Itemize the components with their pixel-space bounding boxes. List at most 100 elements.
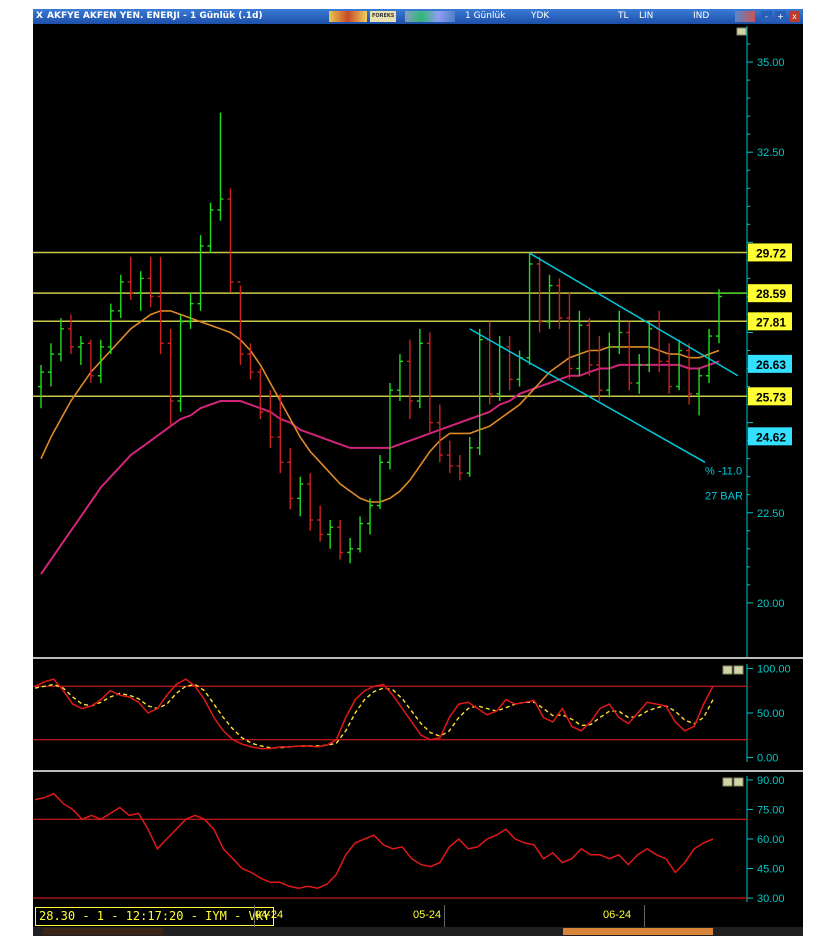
channel-upper	[529, 252, 739, 377]
ohlc-bar	[157, 256, 164, 355]
currency-selector[interactable]: TL	[618, 11, 629, 21]
ohlc-bar	[436, 404, 443, 463]
title-bar: X AKFYE AKFEN YEN. ENERJI - 1 Günlük (.1…	[33, 9, 803, 24]
price-level-label: 25.73	[756, 390, 786, 404]
period-selector[interactable]: 1 Günlük	[465, 11, 506, 21]
ohlc-bar	[137, 271, 144, 311]
ohlc-bar	[57, 318, 64, 362]
panel-settings-icon	[722, 777, 733, 787]
osc-y-tick-label: 45.00	[757, 864, 785, 876]
price-level-label: 24.62	[756, 430, 786, 444]
ohlc-bar	[227, 188, 234, 293]
ohlc-bar	[367, 498, 374, 535]
osc-y-tick-label: 75.00	[757, 804, 785, 816]
ohlc-bar	[576, 310, 583, 376]
ohlc-bar	[466, 437, 473, 477]
tools-icon[interactable]	[735, 11, 755, 22]
panel-close-icon	[733, 777, 744, 787]
scrollbar-thumb[interactable]	[563, 928, 713, 935]
foreks-badge[interactable]: FOREKS	[370, 11, 397, 22]
price-panel: 20.00 22.50 32.50 35.00 29.72 28.59 27.81 26.63…	[33, 26, 803, 772]
toolbar-icons[interactable]	[329, 11, 367, 22]
ohlc-bar	[486, 321, 493, 405]
channel-percent: % -11.0	[705, 466, 742, 478]
price-level-label: 27.81	[756, 315, 786, 329]
ma-slow-line	[40, 360, 720, 575]
osc-y-tick-label: 0.00	[757, 753, 778, 765]
y-tick-label: 35.00	[757, 57, 785, 69]
ohlc-bar	[616, 310, 623, 355]
ohlc-bar	[207, 202, 214, 254]
panel-settings-icon	[722, 665, 733, 675]
ohlc-bar	[127, 256, 134, 301]
close-icon[interactable]: X	[36, 11, 43, 21]
ohlc-bar	[606, 332, 613, 398]
panel-handle-icon	[736, 27, 747, 36]
price-level-label: 26.63	[756, 358, 786, 372]
y-tick-label: 22.50	[757, 508, 785, 520]
scrollbar-track-marker	[43, 928, 163, 935]
ohlc-bar	[386, 382, 393, 470]
osc-y-tick-label: 60.00	[757, 834, 785, 846]
price-level-label: 29.72	[756, 246, 786, 260]
chart-area[interactable]: 20.00 22.50 32.50 35.00 29.72 28.59 27.81 26.63…	[33, 24, 803, 905]
ohlc-bar	[596, 336, 603, 401]
channel-bar-count: 27 BAR	[705, 491, 743, 503]
ohlc-bar	[147, 256, 154, 308]
y-tick-label: 20.00	[757, 598, 785, 610]
ohlc-bar	[297, 476, 304, 517]
price-level-box	[748, 387, 792, 406]
ohlc-bar	[257, 368, 264, 420]
ohlc-bar	[117, 274, 124, 319]
close-button[interactable]: x	[789, 11, 800, 22]
horizontal-scrollbar[interactable]	[33, 927, 803, 936]
scale-selector[interactable]: LIN	[639, 11, 654, 21]
ohlc-bar	[87, 339, 94, 383]
ohlc-bar	[566, 292, 573, 380]
mode-selector[interactable]: IND	[693, 11, 710, 21]
ohlc-bar	[287, 447, 294, 510]
drawing-tools-icon[interactable]	[405, 11, 455, 22]
price-level-box	[748, 243, 792, 262]
minimize-button[interactable]: -	[761, 11, 772, 22]
ohlc-bar	[556, 278, 563, 329]
ohlc-bar	[656, 310, 663, 373]
ohlc-bar	[446, 440, 453, 474]
osc-y-tick-label: 90.00	[757, 775, 785, 787]
ohlc-bar	[337, 519, 344, 560]
ohlc-bar	[406, 339, 413, 420]
x-tick-label: 04-24	[255, 909, 284, 921]
ohlc-bar	[38, 364, 44, 409]
ohlc-bar	[456, 455, 463, 481]
window-title: AKFYE AKFEN YEN. ENERJI - 1 Günlük (.1d)	[47, 11, 263, 21]
adjustment-selector[interactable]: YDK	[531, 11, 550, 21]
ohlc-bar	[646, 321, 653, 373]
ohlc-bar	[536, 256, 543, 333]
ohlc-bar	[77, 336, 84, 365]
ohlc-bar	[676, 339, 683, 391]
x-tick-label: 06-24	[603, 909, 632, 921]
ohlc-bar	[686, 343, 693, 405]
ohlc-bar	[237, 281, 244, 365]
price-level-box	[748, 354, 792, 373]
osc-signal-line	[34, 683, 714, 749]
ohlc-bar	[716, 289, 722, 344]
ohlc-bar	[546, 274, 553, 329]
ohlc-bar	[416, 328, 423, 409]
ohlc-bar	[426, 332, 433, 434]
price-level-box	[748, 312, 792, 331]
y-tick-label: 32.50	[757, 147, 785, 159]
maximize-button[interactable]: +	[775, 11, 786, 22]
ohlc-bar	[197, 235, 204, 311]
ohlc-bar	[267, 390, 274, 448]
price-level-box	[748, 427, 792, 446]
status-bar: 28.30 - 1 - 12:17:20 - IYM - VKY 04-24 0…	[33, 905, 803, 927]
osc-main-line	[34, 678, 714, 750]
ohlc-bar	[167, 328, 174, 427]
ohlc-bar	[247, 343, 254, 380]
panel-close-icon	[733, 665, 744, 675]
ohlc-bar	[476, 328, 483, 456]
ohlc-bar	[357, 516, 364, 553]
ohlc-bar	[277, 393, 284, 474]
stochastic-panel: 0.00 50.00 100.00	[33, 663, 791, 765]
